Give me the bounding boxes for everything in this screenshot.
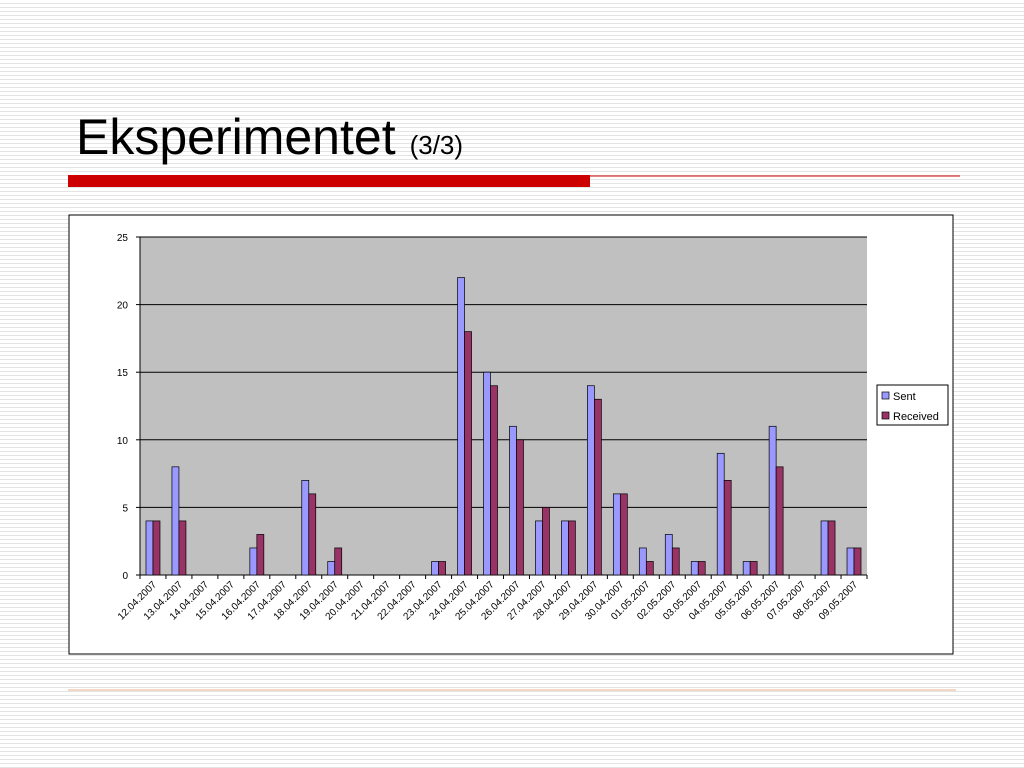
bar [542, 507, 550, 576]
y-tick-label: 20 [117, 301, 129, 312]
bar [568, 520, 576, 576]
bar [587, 385, 595, 576]
plot-area [140, 237, 867, 575]
bar [671, 547, 680, 576]
bar [846, 547, 855, 576]
legend-label: Sent [893, 391, 916, 403]
bar [431, 561, 439, 576]
legend-swatch [881, 411, 890, 420]
bar [308, 493, 317, 576]
bar [490, 385, 498, 576]
y-tick-label: 5 [122, 503, 128, 514]
title-main: Eksperimentet [76, 109, 396, 165]
bar [301, 480, 310, 576]
bar [483, 371, 491, 576]
bar [775, 466, 784, 576]
bar [334, 547, 343, 576]
bar [716, 452, 725, 576]
bar [171, 466, 180, 576]
bar [145, 520, 154, 576]
bar [749, 561, 758, 576]
bar [457, 277, 465, 576]
bar [152, 520, 161, 576]
bar [327, 561, 336, 576]
bar [516, 439, 524, 576]
bar [612, 493, 621, 576]
bar [742, 561, 751, 576]
title-bar [68, 175, 590, 187]
legend-swatch [881, 391, 890, 400]
bar [723, 480, 732, 576]
bar [619, 493, 628, 576]
bar [509, 425, 517, 576]
bar [664, 534, 673, 576]
bar [594, 398, 602, 576]
bar [697, 561, 706, 576]
y-tick-label: 10 [117, 436, 129, 447]
legend-label: Received [893, 411, 939, 423]
title-suffix: (3/3) [410, 130, 463, 160]
slide-title: Eksperimentet (3/3) [76, 109, 463, 165]
bar [535, 520, 543, 576]
bar [438, 561, 446, 576]
bar [820, 520, 829, 576]
bar [561, 520, 569, 576]
y-tick-label: 0 [122, 571, 128, 582]
y-tick-label: 25 [117, 233, 129, 244]
bar [178, 520, 187, 576]
bar [827, 520, 836, 576]
bar [464, 331, 472, 576]
y-tick-label: 15 [117, 368, 129, 379]
bar [853, 547, 862, 576]
bar [249, 547, 258, 576]
bar [645, 561, 654, 576]
bar [690, 561, 699, 576]
bar [768, 425, 777, 576]
bar [256, 534, 265, 576]
bar [638, 547, 647, 576]
